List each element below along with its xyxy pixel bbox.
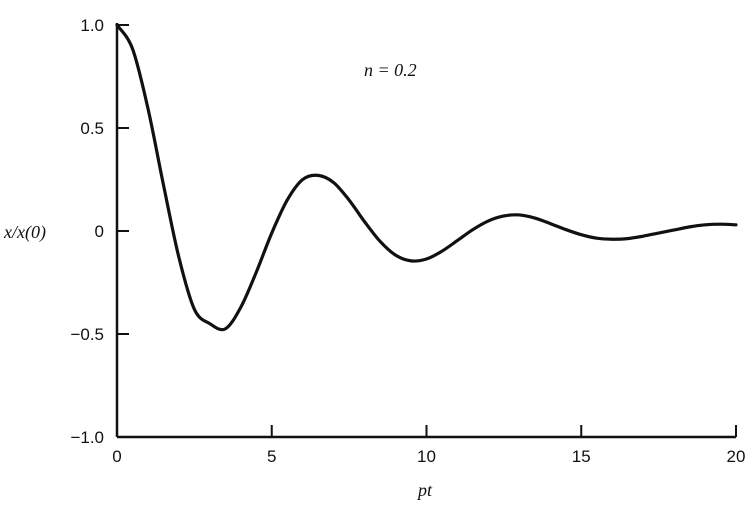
y-tick-label: −0.5 [70, 325, 104, 344]
x-axis-label: pt [416, 480, 433, 500]
x-tick-label: 15 [572, 447, 591, 466]
axes [115, 23, 736, 439]
y-tick-label: −1.0 [70, 428, 104, 447]
y-tick-label: 1.0 [80, 16, 104, 35]
series-line [115, 23, 738, 332]
x-tick-label: 20 [727, 447, 746, 466]
x-tick-label: 0 [112, 447, 121, 466]
annotation-n: n = 0.2 [364, 60, 417, 80]
y-axis-label: x/x(0) [3, 222, 46, 243]
y-tick-label: 0 [95, 222, 104, 241]
x-tick-label: 5 [267, 447, 276, 466]
ticks: 0 5 10 15 20 1.0 0.5 0 −0.5 −1.0 [70, 16, 745, 466]
y-tick-label: 0.5 [80, 119, 104, 138]
x-tick-label: 10 [417, 447, 436, 466]
